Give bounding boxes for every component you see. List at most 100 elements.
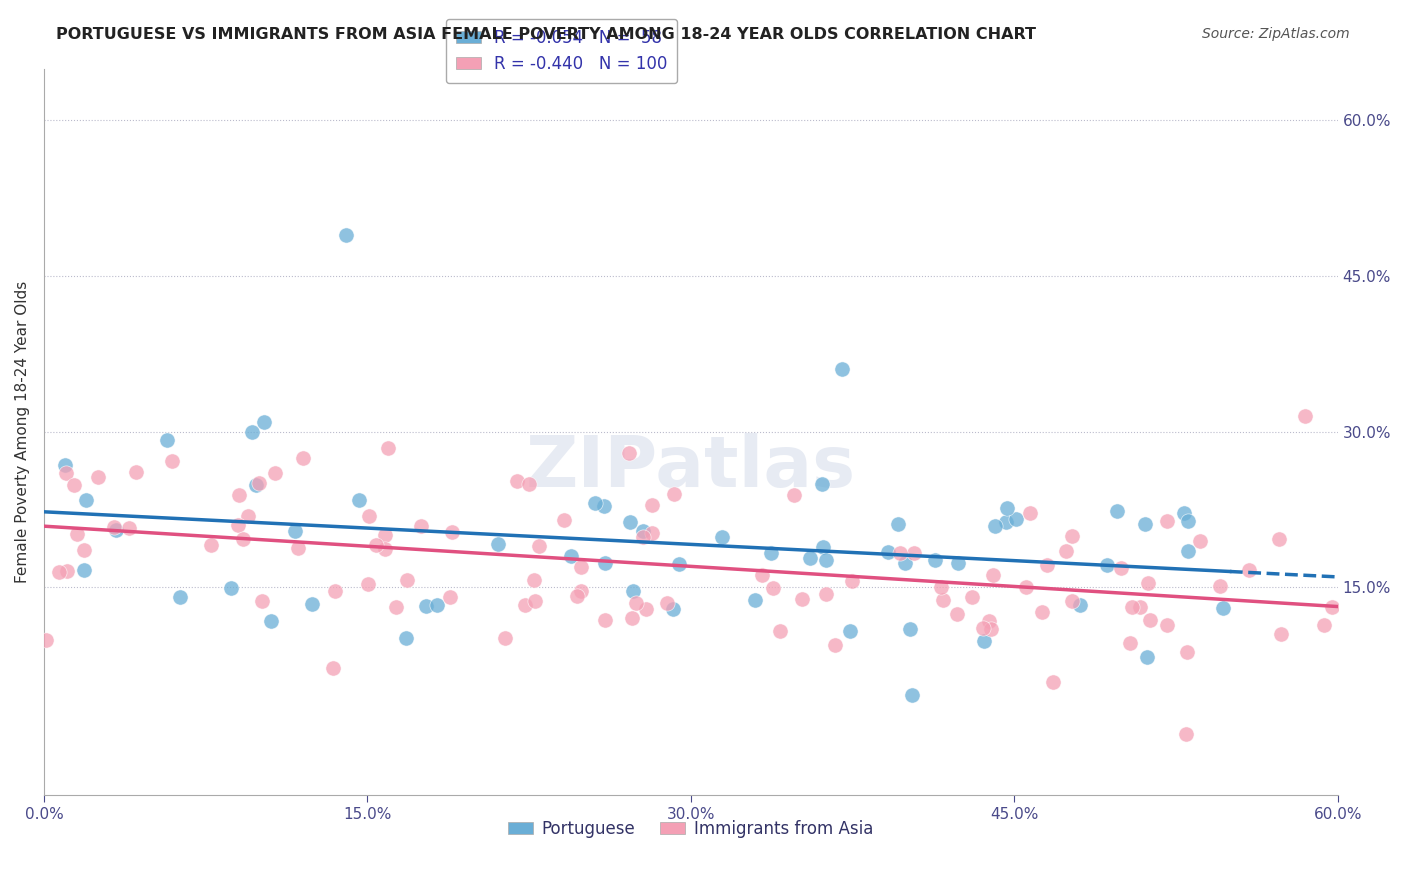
Point — [385, 600, 408, 615]
Point — [347, 493, 370, 508]
Point — [1270, 626, 1292, 640]
Point — [374, 527, 396, 541]
Point — [831, 362, 853, 376]
Point — [35, 633, 58, 648]
Point — [523, 594, 546, 608]
Point — [118, 521, 141, 535]
Point — [811, 540, 834, 554]
Point — [1294, 409, 1316, 423]
Point — [995, 500, 1018, 515]
Point — [66, 527, 89, 541]
Point — [901, 688, 924, 702]
Point — [769, 624, 792, 638]
Point — [160, 454, 183, 468]
Point — [1137, 576, 1160, 591]
Point — [1054, 544, 1077, 558]
Point — [523, 573, 546, 587]
Point — [1175, 645, 1198, 659]
Point — [415, 599, 437, 613]
Point — [841, 574, 863, 588]
Point — [232, 532, 254, 546]
Point — [631, 530, 654, 544]
Point — [1019, 507, 1042, 521]
Point — [583, 496, 606, 510]
Point — [1129, 600, 1152, 615]
Point — [560, 549, 582, 563]
Point — [889, 546, 911, 560]
Point — [426, 599, 449, 613]
Point — [125, 466, 148, 480]
Point — [946, 607, 969, 621]
Point — [621, 610, 644, 624]
Point — [1062, 529, 1084, 543]
Point — [357, 577, 380, 591]
Point — [219, 581, 242, 595]
Point — [877, 545, 900, 559]
Point — [253, 416, 276, 430]
Point — [662, 602, 685, 616]
Point — [621, 584, 644, 599]
Point — [200, 538, 222, 552]
Point — [631, 524, 654, 539]
Point — [291, 450, 314, 465]
Point — [744, 593, 766, 607]
Point — [1173, 506, 1195, 520]
Text: PORTUGUESE VS IMMIGRANTS FROM ASIA FEMALE POVERTY AMONG 18-24 YEAR OLDS CORRELAT: PORTUGUESE VS IMMIGRANTS FROM ASIA FEMAL… — [56, 27, 1036, 42]
Point — [1312, 618, 1334, 632]
Point — [287, 541, 309, 556]
Point — [322, 661, 344, 675]
Point — [56, 565, 79, 579]
Text: ZIPatlas: ZIPatlas — [526, 434, 856, 502]
Point — [1118, 636, 1140, 650]
Point — [1177, 514, 1199, 528]
Point — [374, 542, 396, 557]
Legend: Portuguese, Immigrants from Asia: Portuguese, Immigrants from Asia — [502, 814, 880, 845]
Point — [169, 590, 191, 604]
Point — [73, 563, 96, 577]
Point — [929, 580, 952, 594]
Point — [103, 519, 125, 533]
Point — [48, 565, 70, 579]
Point — [104, 523, 127, 537]
Point — [824, 638, 846, 652]
Point — [1177, 544, 1199, 558]
Point — [783, 487, 806, 501]
Point — [252, 594, 274, 608]
Point — [439, 590, 461, 604]
Point — [662, 487, 685, 501]
Point — [593, 556, 616, 570]
Point — [762, 581, 785, 595]
Point — [240, 425, 263, 439]
Point — [156, 433, 179, 447]
Point — [226, 518, 249, 533]
Point — [900, 622, 922, 636]
Point — [617, 445, 640, 459]
Point — [75, 493, 97, 508]
Point — [377, 442, 399, 456]
Point — [710, 530, 733, 544]
Point — [980, 623, 1002, 637]
Point — [1042, 675, 1064, 690]
Point — [619, 516, 641, 530]
Point — [977, 614, 1000, 628]
Point — [553, 513, 575, 527]
Point — [984, 519, 1007, 533]
Point — [799, 550, 821, 565]
Text: Source: ZipAtlas.com: Source: ZipAtlas.com — [1202, 27, 1350, 41]
Point — [527, 540, 550, 554]
Point — [565, 589, 588, 603]
Point — [668, 557, 690, 571]
Point — [1320, 600, 1343, 615]
Point — [790, 592, 813, 607]
Point — [73, 543, 96, 558]
Point — [1175, 727, 1198, 741]
Point — [1060, 594, 1083, 608]
Point — [981, 567, 1004, 582]
Point — [1121, 599, 1143, 614]
Point — [641, 498, 664, 512]
Point — [995, 516, 1018, 530]
Point — [357, 509, 380, 524]
Point — [903, 546, 925, 560]
Point — [440, 524, 463, 539]
Point — [260, 614, 283, 628]
